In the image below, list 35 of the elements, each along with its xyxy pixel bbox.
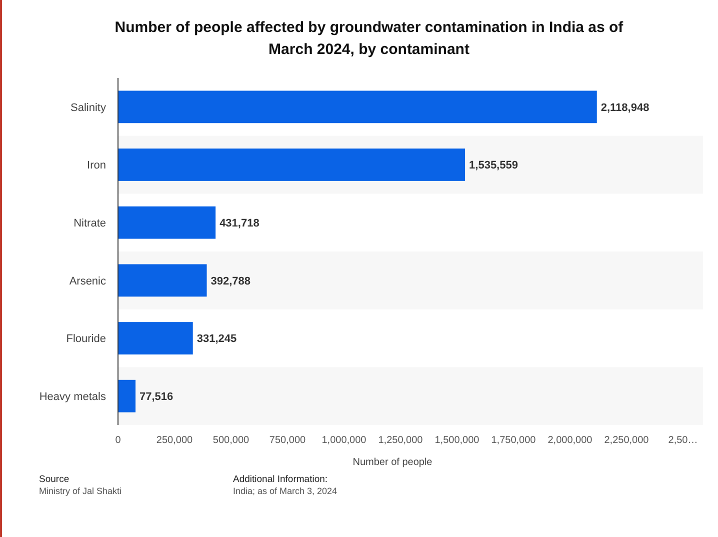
- y-tick-label: Flouride: [66, 333, 106, 346]
- text: Additional Information:: [233, 474, 328, 485]
- text: Ministry of Jal Shakti: [39, 486, 122, 496]
- data-label: 1,535,559: [469, 160, 518, 172]
- text: Source: [39, 474, 70, 485]
- x-tick-label: 2,000,000: [548, 435, 593, 446]
- x-tick-label: 1,750,000: [491, 435, 536, 446]
- x-tick-label: 1,000,000: [322, 435, 367, 446]
- bar: [118, 380, 136, 412]
- x-tick-label: 0: [115, 435, 122, 446]
- x-tick-label: 500,000: [212, 435, 250, 446]
- y-tick-label: Iron: [87, 160, 106, 172]
- bar: [118, 206, 216, 239]
- y-tick-label: Nitrate: [74, 217, 106, 230]
- x-tick-label: 1,500,000: [434, 435, 480, 446]
- bar: [118, 322, 193, 354]
- y-tick-label: Salinity: [70, 102, 106, 114]
- bar: [118, 148, 466, 181]
- bar: [118, 264, 207, 297]
- y-tick-label: Heavy metals: [39, 390, 106, 403]
- data-label: 431,718: [220, 217, 260, 230]
- data-label: 392,788: [210, 275, 251, 288]
- x-tick-label: 1,250,000: [378, 435, 424, 446]
- bar: [118, 90, 597, 124]
- x-tick-label: 2,250,000: [604, 435, 650, 446]
- y-tick-label: Arsenic: [69, 275, 106, 288]
- data-label: 331,245: [196, 333, 237, 346]
- x-tick-label: 250,000: [156, 435, 194, 446]
- data-label: 2,118,948: [600, 102, 650, 114]
- chart-title: Number of people affected by groundwater contamination in India as of March 2024, by contaminant: [114, 19, 624, 58]
- x-axis-title: Number of people: [352, 457, 433, 468]
- data-label: 77,516: [140, 390, 174, 403]
- x-tick-label: 750,000: [269, 435, 306, 446]
- x-tick-label: 2,50…: [668, 435, 698, 446]
- text: India; as of March 3, 2024: [233, 486, 338, 496]
